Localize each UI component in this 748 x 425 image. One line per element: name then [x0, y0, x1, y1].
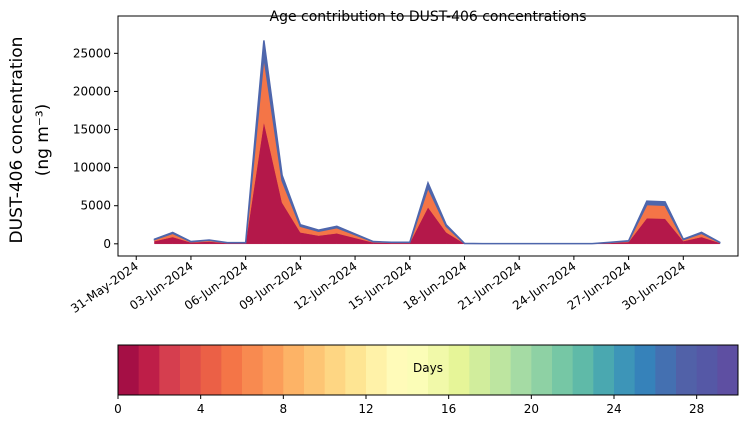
y-tick-label: 0 — [103, 237, 111, 251]
chart-title: Age contribution to DUST-406 concentrati… — [270, 9, 587, 25]
colorbar-segment — [345, 345, 367, 395]
colorbar-tick-label: 4 — [197, 402, 205, 416]
colorbar-segment — [593, 345, 615, 395]
y-tick-label: 5000 — [80, 199, 111, 213]
colorbar-tick-label: 28 — [689, 402, 704, 416]
colorbar-segment — [531, 345, 553, 395]
y-tick-label: 20000 — [73, 84, 111, 98]
colorbar-segment — [469, 345, 491, 395]
colorbar-segment — [407, 345, 429, 395]
colorbar-segment — [324, 345, 346, 395]
colorbar-segment — [386, 345, 408, 395]
x-tick-label: 31-May-2024 — [68, 259, 141, 316]
colorbar-segment — [159, 345, 181, 395]
colorbar-segment — [180, 345, 202, 395]
area-layer — [154, 56, 721, 244]
y-axis-label: DUST-406 concentration — [7, 37, 27, 244]
plot-frame — [117, 15, 739, 257]
colorbar-tick-label: 12 — [358, 402, 373, 416]
colorbar-segment — [510, 345, 532, 395]
colorbar-segment — [242, 345, 264, 395]
colorbar-segment — [118, 345, 140, 395]
colorbar-segment — [655, 345, 677, 395]
y-axis-unit: (ng m⁻³) — [33, 104, 53, 177]
colorbar-segment — [366, 345, 388, 395]
colorbar-segment — [696, 345, 718, 395]
colorbar-label: Days — [413, 361, 443, 375]
colorbar-tick-label: 24 — [606, 402, 621, 416]
colorbar-segment — [428, 345, 450, 395]
colorbar-segment — [262, 345, 284, 395]
colorbar-segment — [490, 345, 512, 395]
colorbar-segment — [138, 345, 160, 395]
colorbar-segment — [221, 345, 243, 395]
colorbar-segment — [634, 345, 656, 395]
colorbar-segment — [448, 345, 470, 395]
area-layer — [153, 40, 721, 245]
y-tick-label: 25000 — [73, 46, 111, 60]
colorbar-segment — [614, 345, 636, 395]
colorbar-segment — [676, 345, 698, 395]
colorbar-tick-label: 16 — [441, 402, 456, 416]
colorbar-segment — [717, 345, 739, 395]
colorbar-frame — [117, 344, 739, 396]
colorbar-tick-label: 8 — [280, 402, 288, 416]
y-tick-label: 10000 — [73, 161, 111, 175]
colorbar-segment — [304, 345, 326, 395]
colorbar-segment — [552, 345, 574, 395]
colorbar-segment — [283, 345, 305, 395]
colorbar-tick-label: 0 — [114, 402, 122, 416]
colorbar-segment — [200, 345, 222, 395]
colorbar-tick-label: 20 — [524, 402, 539, 416]
y-tick-label: 15000 — [73, 123, 111, 137]
colorbar-segment — [572, 345, 594, 395]
